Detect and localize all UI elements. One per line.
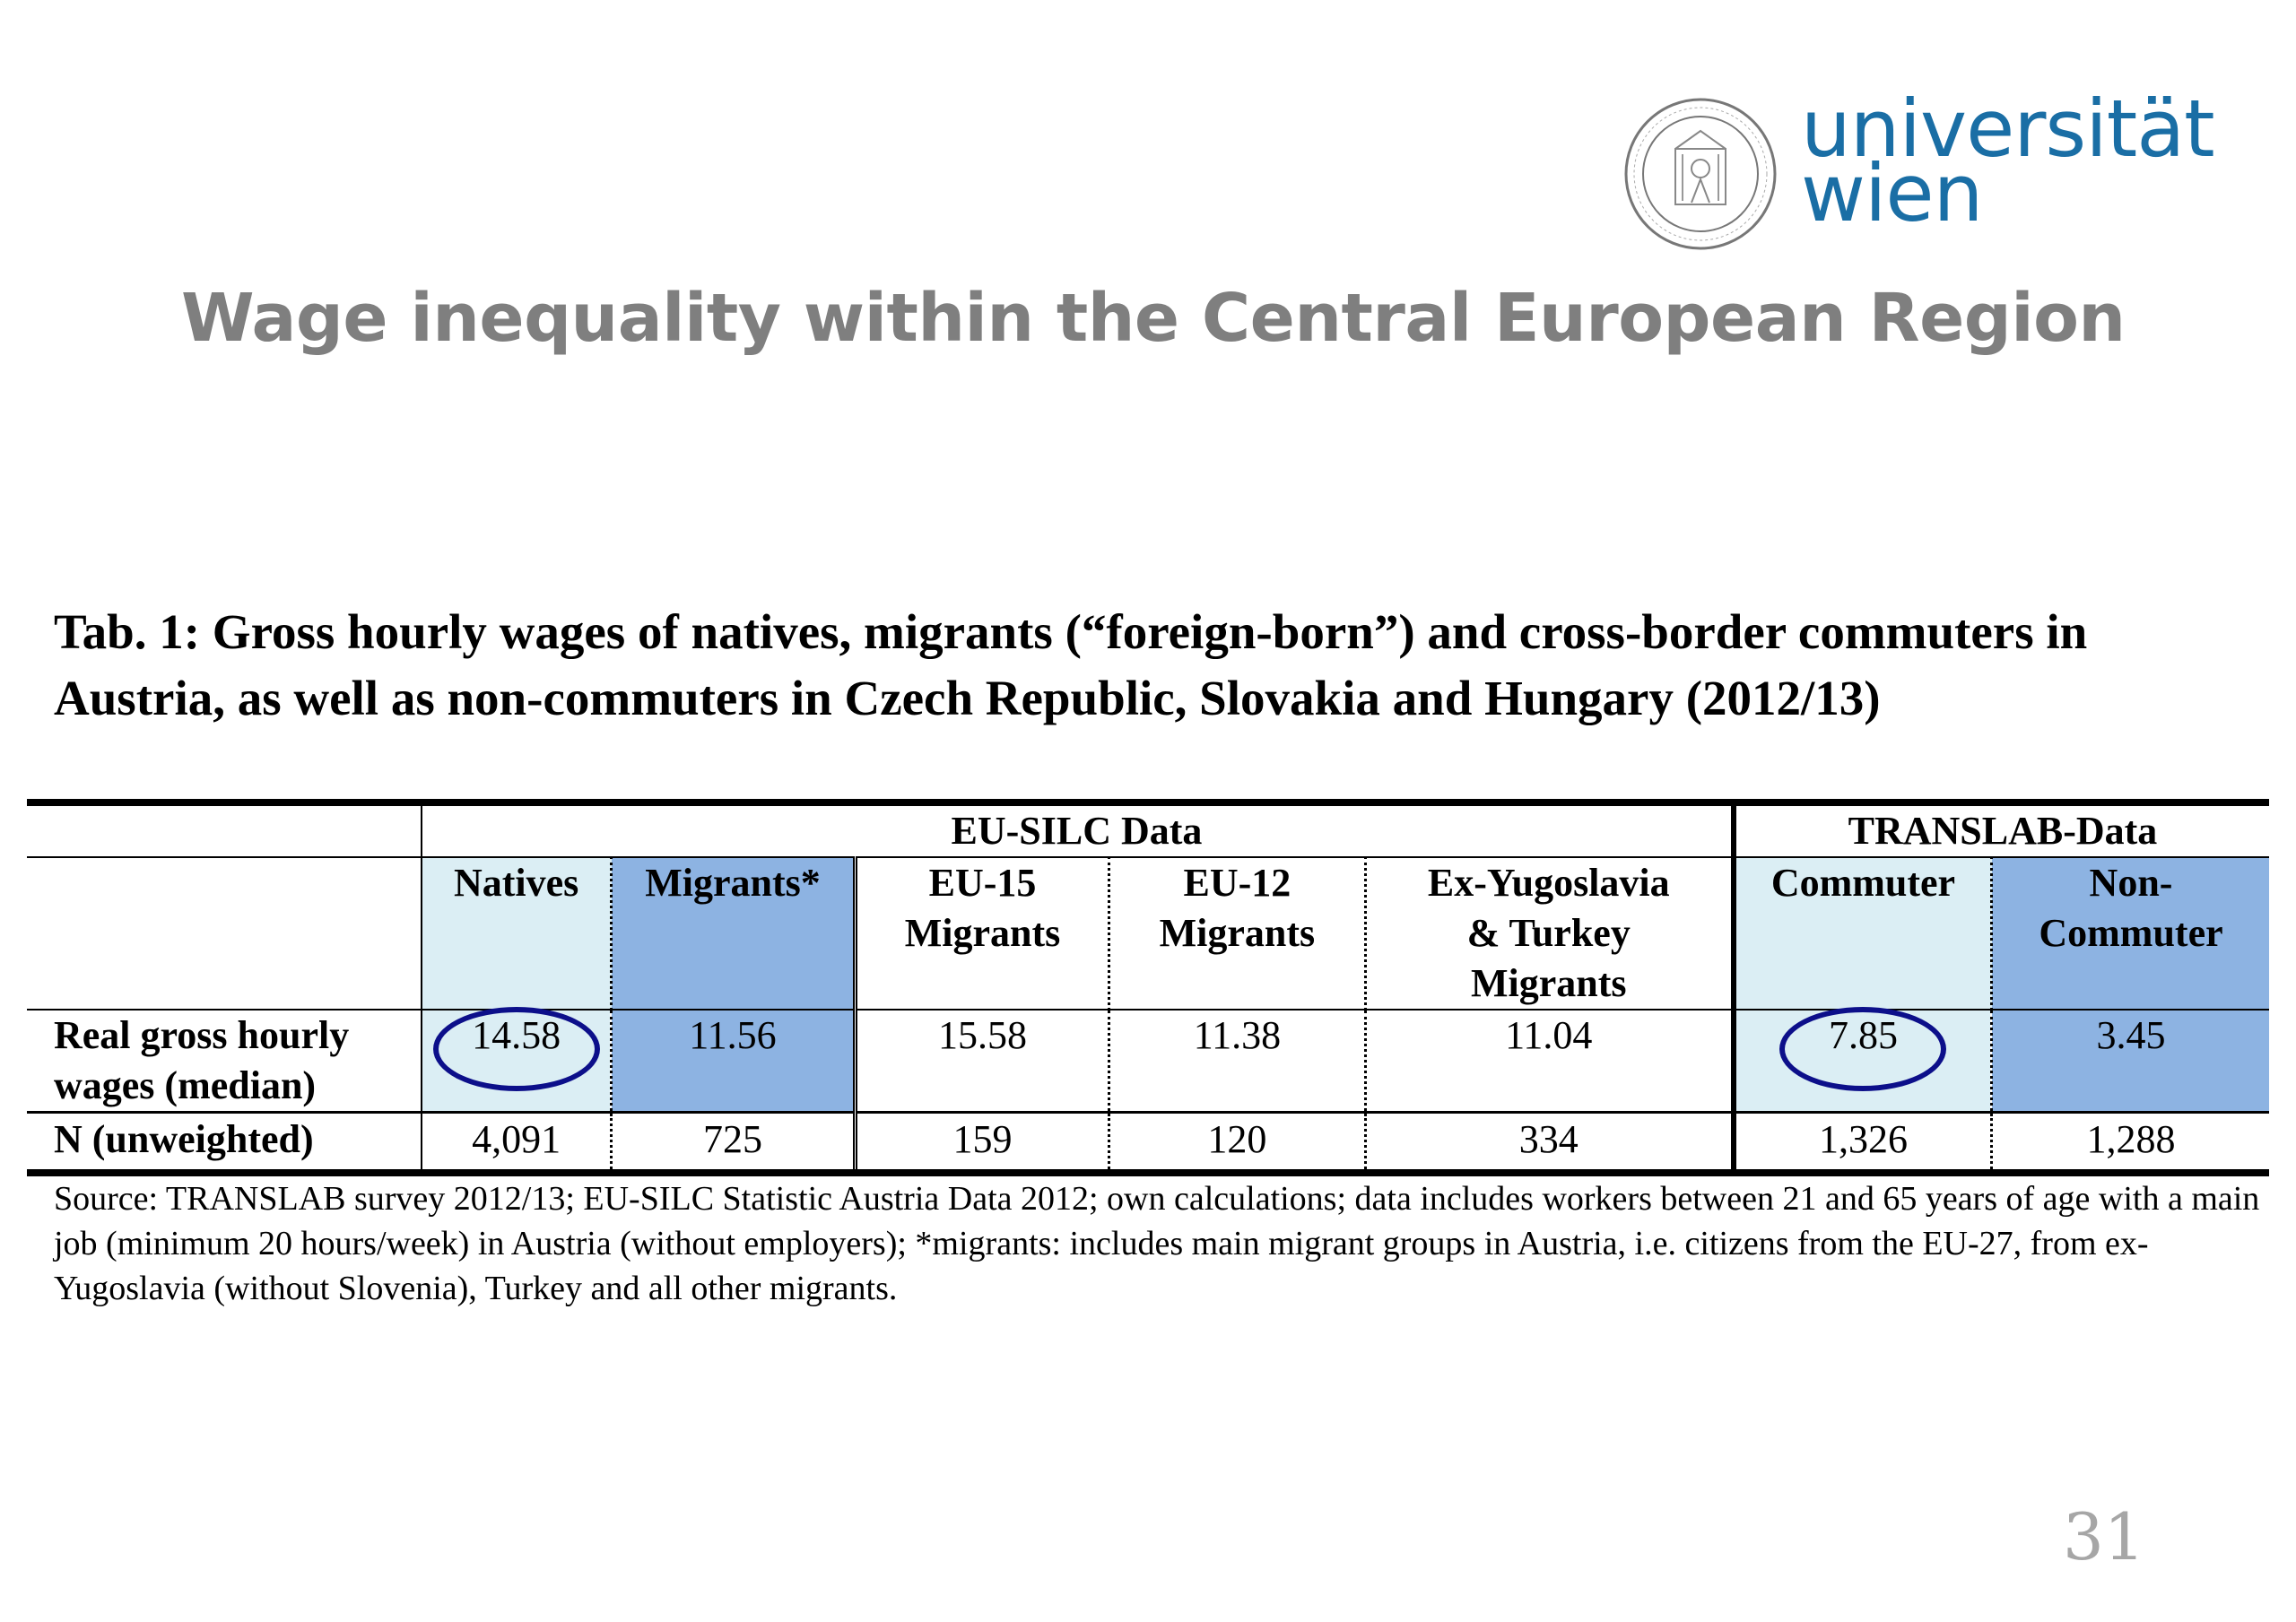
row-label-wages: Real gross hourly wages (median) — [27, 1010, 422, 1114]
cell-n-commuter: 1,326 — [1730, 1112, 1992, 1176]
table-row-n: N (unweighted) 4,091 725 159 120 334 1,3… — [27, 1112, 2269, 1176]
table-row-wages: Real gross hourly wages (median) 14.58 11… — [27, 1007, 2269, 1114]
cell-wages-exyu-turkey: 11.04 — [1363, 1010, 1734, 1114]
cell-wages-commuter: 7.85 — [1730, 1007, 1992, 1114]
col-header-eu12: EU-12 Migrants — [1108, 857, 1366, 1010]
university-logo: universität wien — [1623, 82, 2251, 258]
col-header-commuter: Commuter — [1730, 857, 1992, 1010]
cell-n-non-commuter: 1,288 — [1990, 1112, 2269, 1176]
row-label-n: N (unweighted) — [27, 1112, 422, 1176]
cell-wages-non-commuter: 3.45 — [1990, 1010, 2269, 1114]
col-header-migrants: Migrants* — [610, 857, 856, 1010]
university-seal-icon — [1624, 98, 1777, 250]
wordmark-line-1: universität — [1801, 82, 2215, 175]
cell-n-eu15: 159 — [852, 1112, 1109, 1176]
cell-n-exyu-turkey: 334 — [1363, 1112, 1734, 1176]
col-header-exyu-turkey: Ex-Yugoslavia & Turkey Migrants — [1363, 857, 1734, 1010]
group-header-translab: TRANSLAB-Data — [1730, 806, 2269, 858]
highlight-circle — [1779, 1007, 1947, 1091]
col-header-eu15: EU-15 Migrants — [852, 857, 1109, 1010]
cell-wages-eu15: 15.58 — [852, 1010, 1109, 1114]
table-caption: Tab. 1: Gross hourly wages of natives, m… — [54, 604, 2088, 725]
group-header-eusilc: EU-SILC Data — [421, 806, 1734, 858]
slide-title: Wage inequality within the Central Europ… — [181, 280, 2126, 357]
university-wordmark: universität wien — [1801, 82, 2215, 239]
cell-wages-eu12: 11.38 — [1108, 1010, 1366, 1114]
col-header-natives: Natives — [421, 857, 612, 1010]
wage-table: EU-SILC Data TRANSLAB-Data Natives Migra… — [27, 799, 2269, 1176]
col-header-non-commuter: Non- Commuter — [1990, 857, 2269, 1010]
cell-n-migrants: 725 — [610, 1112, 856, 1176]
cell-wages-migrants: 11.56 — [610, 1010, 856, 1114]
highlight-circle — [432, 1007, 600, 1091]
page-number: 31 — [2063, 1499, 2145, 1574]
empty-header-cell — [27, 806, 422, 858]
source-note: Source: TRANSLAB survey 2012/13; EU-SILC… — [54, 1180, 2260, 1307]
cell-n-eu12: 120 — [1108, 1112, 1366, 1176]
empty-header-cell — [27, 857, 422, 1010]
wordmark-line-2: wien — [1801, 147, 1983, 239]
cell-n-natives: 4,091 — [421, 1112, 612, 1176]
cell-wages-natives: 14.58 — [421, 1007, 612, 1114]
